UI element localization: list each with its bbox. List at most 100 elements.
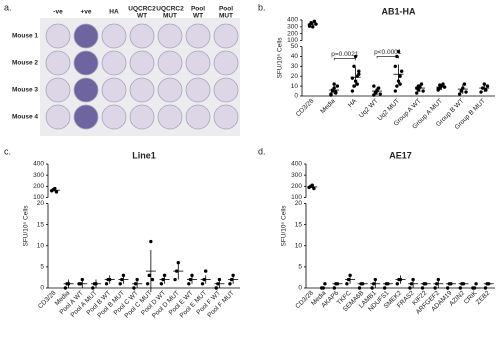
data-point [312, 19, 317, 24]
data-point [484, 88, 488, 92]
data-point [217, 277, 222, 282]
data-point [378, 92, 382, 96]
data-point [436, 277, 440, 282]
data-point [135, 277, 139, 282]
data-point [228, 282, 232, 286]
data-point [370, 286, 374, 290]
data-point [419, 82, 424, 86]
data-point [310, 183, 314, 187]
x-tick-label: CD3/28 [37, 289, 58, 310]
data-point [332, 286, 336, 290]
data-point [357, 69, 361, 73]
data-point [54, 190, 59, 194]
data-point [214, 286, 218, 290]
data-point [190, 273, 194, 278]
significance-bracket [333, 58, 356, 61]
data-point [395, 84, 399, 88]
data-point [311, 25, 315, 29]
x-tick-label: CD3/28 [295, 97, 316, 118]
data-point [485, 84, 490, 88]
chart-title: Line1 [132, 150, 156, 160]
y-tick-label: 20 [291, 73, 299, 80]
data-point [145, 282, 150, 286]
annotation: p<0.0001 [374, 49, 402, 56]
data-point [441, 82, 445, 86]
well [213, 77, 239, 103]
panel-label: d. [258, 146, 266, 156]
data-point [357, 72, 361, 76]
well [185, 77, 211, 103]
data-point [459, 89, 463, 93]
x-tick-label: Media [319, 97, 337, 115]
data-point [307, 24, 312, 28]
data-point [464, 90, 468, 94]
y-tick-label: 300 [33, 172, 44, 179]
panel-label: b. [258, 2, 266, 12]
y-tick-label: 20 [37, 200, 45, 207]
data-point [446, 286, 450, 290]
data-point [121, 273, 126, 278]
well [73, 23, 99, 49]
data-point [312, 186, 316, 191]
x-tick-label: ZEB2 [475, 289, 492, 306]
data-point [350, 89, 355, 93]
y-tick-label: 100 [287, 37, 298, 44]
y-tick-label: 300 [291, 172, 302, 179]
y-tick-label: 200 [291, 183, 302, 190]
column-label: -ve [53, 9, 63, 16]
data-point [204, 269, 208, 273]
data-point [357, 286, 362, 290]
row-label: Mouse 2 [12, 60, 38, 67]
y-tick-label: 10 [37, 242, 45, 249]
data-point [159, 282, 164, 286]
y-axis-label: SFU/10⁵ Cells [23, 205, 30, 247]
y-tick-label: 0 [40, 285, 44, 292]
data-point [80, 277, 84, 282]
panel-label: c. [4, 146, 11, 156]
data-point [398, 82, 402, 86]
well [73, 77, 99, 103]
data-point [104, 282, 109, 286]
data-point [416, 84, 421, 88]
well [185, 104, 211, 130]
y-tick-label: 30 [291, 63, 299, 70]
data-point [176, 260, 180, 265]
y-tick-label: 300 [287, 24, 298, 31]
column-label: WT [193, 13, 203, 20]
data-point [398, 74, 402, 78]
well [185, 23, 211, 49]
chart-title: AB1-HA [381, 6, 416, 16]
data-point [173, 277, 177, 282]
column-label: MUT [163, 13, 177, 20]
column-label: WT [137, 13, 147, 20]
y-tick-label: 20 [295, 200, 303, 207]
data-point [393, 89, 397, 93]
y-tick-label: 15 [37, 221, 45, 228]
data-point [345, 282, 349, 286]
well [73, 104, 99, 130]
well [101, 104, 127, 130]
well [185, 50, 211, 76]
data-point [438, 83, 442, 87]
well [45, 50, 71, 76]
data-point [355, 82, 359, 86]
data-point [150, 277, 155, 282]
y-tick-label: 15 [295, 221, 303, 228]
y-axis-label: SFU/10⁵ Cells [277, 37, 284, 79]
well [129, 104, 155, 130]
data-point [200, 282, 205, 286]
y-axis-label: SFU/10⁵ Cells [281, 205, 288, 247]
column-label: UQCRC2 [156, 6, 184, 13]
well [101, 23, 127, 49]
data-point [348, 273, 352, 278]
data-point [433, 286, 437, 290]
y-tick-label: 5 [40, 264, 44, 271]
y-tick-label: 0 [294, 93, 298, 100]
well [157, 77, 183, 103]
data-point [335, 84, 340, 88]
data-point [373, 277, 377, 282]
y-tick-label: 400 [287, 17, 298, 24]
data-point [436, 87, 440, 91]
data-point [352, 84, 356, 88]
